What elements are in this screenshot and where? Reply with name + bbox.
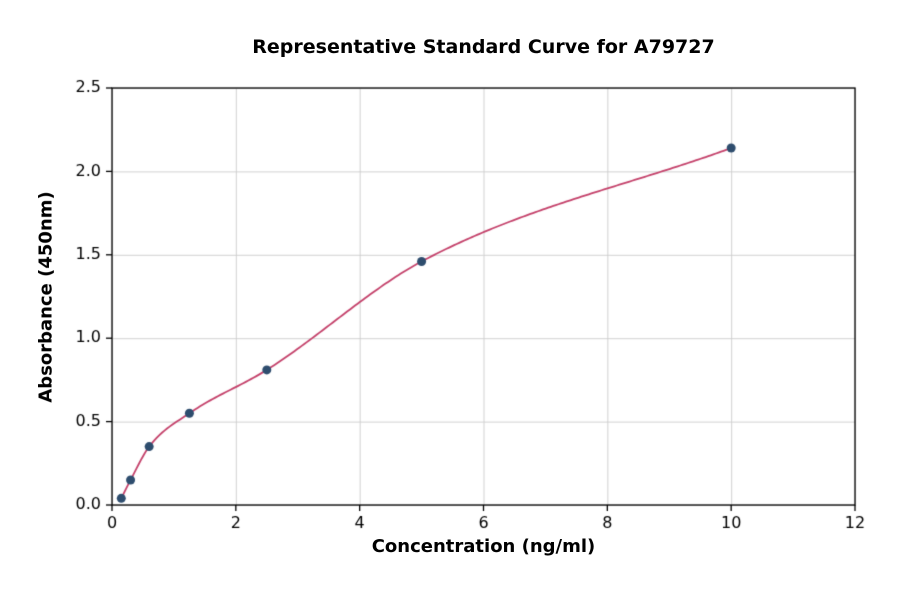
x-axis-label: Concentration (ng/ml) — [371, 536, 596, 557]
chart-title: Representative Standard Curve for A79727 — [252, 36, 715, 58]
y-axis-label: Absorbance (450nm) — [35, 191, 57, 403]
